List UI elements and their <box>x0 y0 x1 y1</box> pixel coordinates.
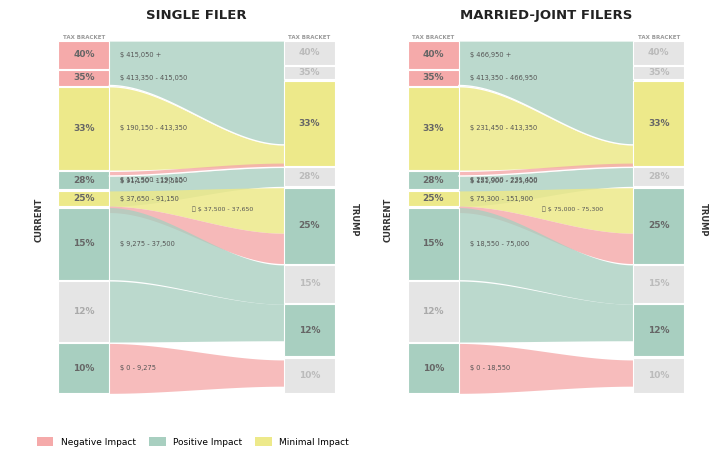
Text: 12%: 12% <box>298 326 320 335</box>
Bar <box>58 281 109 342</box>
Text: 40%: 40% <box>298 48 320 58</box>
Text: TRUMP: TRUMP <box>349 202 359 236</box>
Text: TRUMP: TRUMP <box>699 202 708 236</box>
Text: CURRENT: CURRENT <box>384 197 393 242</box>
Bar <box>284 358 335 393</box>
Text: MARRIED-JOINT FILERS: MARRIED-JOINT FILERS <box>460 9 632 21</box>
Text: 10%: 10% <box>648 371 670 380</box>
Text: 15%: 15% <box>73 239 95 248</box>
Text: $ 415,050 +: $ 415,050 + <box>121 52 162 58</box>
Text: 28%: 28% <box>73 176 95 185</box>
Text: TAX BRACKET: TAX BRACKET <box>63 35 105 40</box>
Bar <box>633 81 684 166</box>
Bar <box>284 304 335 356</box>
Text: 25%: 25% <box>422 194 444 203</box>
Bar <box>284 81 335 166</box>
Bar <box>58 41 109 69</box>
Text: 12%: 12% <box>422 307 444 316</box>
Text: 25%: 25% <box>73 194 95 203</box>
Bar <box>58 70 109 85</box>
Bar <box>58 207 109 280</box>
Text: 33%: 33% <box>422 124 444 133</box>
Bar <box>633 304 684 356</box>
Text: 15%: 15% <box>298 279 320 288</box>
Text: $ 466,950 +: $ 466,950 + <box>470 52 511 58</box>
Text: $ 37,650 - 91,150: $ 37,650 - 91,150 <box>121 196 179 202</box>
Text: $ 151,900 - 225,000: $ 151,900 - 225,000 <box>470 178 537 184</box>
Text: ⤵ $ 75,000 - 75,300: ⤵ $ 75,000 - 75,300 <box>542 207 603 212</box>
Bar <box>633 41 684 65</box>
Bar <box>408 87 459 170</box>
Bar <box>58 171 109 190</box>
Bar <box>58 191 109 206</box>
Text: 10%: 10% <box>298 371 320 380</box>
Text: ⤵ $ 37,500 - 37,650: ⤵ $ 37,500 - 37,650 <box>192 207 253 212</box>
Text: $ 225,000 - 231,450: $ 225,000 - 231,450 <box>470 177 537 183</box>
Text: 12%: 12% <box>648 326 670 335</box>
Bar <box>284 167 335 186</box>
Bar <box>284 66 335 79</box>
Text: $ 0 - 9,275: $ 0 - 9,275 <box>121 366 157 372</box>
Text: $ 9,275 - 37,500: $ 9,275 - 37,500 <box>121 240 175 247</box>
Text: 35%: 35% <box>73 74 95 82</box>
Bar <box>284 41 335 65</box>
Text: 25%: 25% <box>298 221 320 230</box>
Bar <box>408 70 459 85</box>
Text: 28%: 28% <box>422 176 444 185</box>
Text: 40%: 40% <box>73 50 95 59</box>
Bar <box>58 87 109 170</box>
Text: 12%: 12% <box>73 307 95 316</box>
Text: TAX BRACKET: TAX BRACKET <box>288 35 331 40</box>
Text: $ 231,450 - 413,350: $ 231,450 - 413,350 <box>470 126 537 132</box>
Text: $ 413,350 - 415,050: $ 413,350 - 415,050 <box>121 75 188 81</box>
Bar <box>633 358 684 393</box>
Text: 15%: 15% <box>648 279 670 288</box>
Text: 28%: 28% <box>648 172 670 181</box>
Bar <box>408 191 459 206</box>
Text: $ 0 - 18,550: $ 0 - 18,550 <box>470 366 510 372</box>
Text: 33%: 33% <box>648 119 670 128</box>
Text: 33%: 33% <box>298 119 320 128</box>
Text: $ 75,300 - 151,900: $ 75,300 - 151,900 <box>470 196 533 202</box>
Text: 10%: 10% <box>422 364 444 373</box>
Bar <box>408 207 459 280</box>
Bar <box>284 188 335 264</box>
Text: 25%: 25% <box>648 221 670 230</box>
Text: SINGLE FILER: SINGLE FILER <box>146 9 247 21</box>
Bar <box>408 344 459 393</box>
Text: 40%: 40% <box>648 48 670 58</box>
Bar <box>408 41 459 69</box>
Text: TAX BRACKET: TAX BRACKET <box>412 35 454 40</box>
Text: 35%: 35% <box>298 68 320 77</box>
Text: 35%: 35% <box>422 74 444 82</box>
Bar <box>284 265 335 303</box>
Bar <box>633 265 684 303</box>
Text: $ 190,150 - 413,350: $ 190,150 - 413,350 <box>121 126 188 132</box>
Text: $ 112,500 - 190,150: $ 112,500 - 190,150 <box>121 177 188 183</box>
Legend: Negative Impact, Positive Impact, Minimal Impact: Negative Impact, Positive Impact, Minima… <box>33 434 352 450</box>
Text: CURRENT: CURRENT <box>34 197 44 242</box>
Bar <box>58 344 109 393</box>
Bar <box>408 171 459 190</box>
Text: 28%: 28% <box>298 172 320 181</box>
Text: TAX BRACKET: TAX BRACKET <box>638 35 680 40</box>
Text: 10%: 10% <box>73 364 95 373</box>
Text: $ 413,350 - 466,950: $ 413,350 - 466,950 <box>470 75 537 81</box>
Bar <box>633 167 684 186</box>
Bar <box>633 188 684 264</box>
Text: $ 91,150 - 112,500: $ 91,150 - 112,500 <box>121 178 183 184</box>
Bar <box>408 281 459 342</box>
Text: 33%: 33% <box>73 124 95 133</box>
Text: 15%: 15% <box>422 239 444 248</box>
Text: $ 18,550 - 75,000: $ 18,550 - 75,000 <box>470 240 529 247</box>
Text: 35%: 35% <box>648 68 670 77</box>
Text: 40%: 40% <box>422 50 444 59</box>
Bar <box>633 66 684 79</box>
